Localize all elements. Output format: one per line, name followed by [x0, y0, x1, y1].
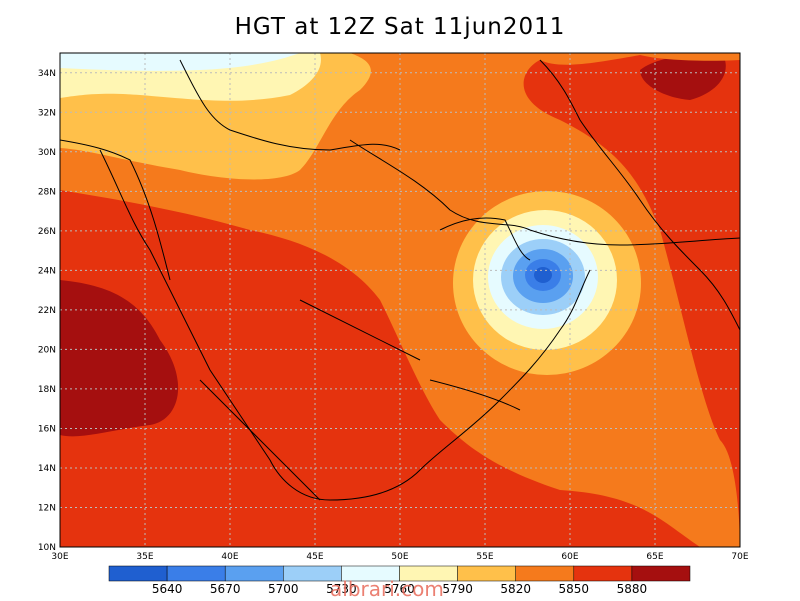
map-title: HGT at 12Z Sat 11jun2011	[234, 14, 566, 40]
colorbar-label: 5670	[210, 582, 241, 596]
lon-tick-label: 70E	[731, 552, 748, 562]
lat-tick-label: 24N	[38, 266, 56, 276]
plot-frame	[59, 52, 741, 548]
lat-tick-label: 12N	[38, 503, 56, 513]
colorbar-swatch	[224, 565, 284, 582]
contour-5880-west	[60, 280, 179, 437]
lon-tick-label: 50E	[391, 552, 408, 562]
lat-tick-label: 26N	[38, 227, 56, 237]
saudi-border	[299, 299, 421, 361]
lat-tick-label: 30N	[38, 148, 56, 158]
contour-5880-east	[640, 55, 726, 100]
watermark: albrari.com	[330, 577, 444, 601]
colorbar-label: 5850	[559, 582, 590, 596]
contour-5730-north	[60, 53, 300, 71]
gulf-coast	[439, 217, 531, 261]
colorbar-label: 5880	[617, 582, 648, 596]
lat-tick-label: 14N	[38, 464, 56, 474]
colorbar-label: 5790	[442, 582, 473, 596]
yemen-border	[429, 379, 521, 411]
colorbar-label: 5640	[152, 582, 183, 596]
coastlines	[60, 59, 740, 501]
lat-tick-label: 18N	[38, 385, 56, 395]
iran-coast	[349, 139, 740, 246]
arabian-coast-west	[99, 149, 591, 501]
egypt-coast	[60, 139, 171, 281]
colorbar-swatch	[457, 565, 516, 582]
colorbar-swatch	[515, 565, 575, 582]
colorbar-label: 5730	[326, 582, 357, 596]
latitude-ticks: 10N 12N 14N 16N 18N 20N 22N 24N 26N 28N 30N 32N 34N	[38, 69, 56, 553]
contour-low-core	[534, 267, 552, 283]
gridlines	[60, 53, 740, 547]
lon-tick-label: 65E	[646, 552, 663, 562]
lon-tick-label: 55E	[476, 552, 493, 562]
pakistan-border	[539, 59, 740, 331]
lat-tick-label: 32N	[38, 108, 56, 118]
lon-tick-label: 30E	[51, 552, 68, 562]
lon-tick-label: 35E	[136, 552, 153, 562]
lat-tick-label: 34N	[38, 69, 56, 79]
lon-tick-label: 40E	[221, 552, 238, 562]
lat-tick-label: 16N	[38, 424, 56, 434]
colorbar-label: 5760	[384, 582, 415, 596]
colorbar-swatch	[631, 565, 691, 582]
lat-tick-label: 28N	[38, 187, 56, 197]
lon-tick-label: 45E	[306, 552, 323, 562]
colorbar-label: 5700	[268, 582, 299, 596]
colorbar-swatch	[573, 565, 633, 582]
colorbar-swatch	[166, 565, 226, 582]
red-sea-coast	[199, 379, 321, 501]
colorbar-label: 5820	[500, 582, 531, 596]
longitude-ticks: 30E 35E 40E 45E 50E 55E 60E 65E 70E	[51, 552, 748, 562]
lat-tick-label: 10N	[38, 543, 56, 553]
lat-tick-label: 20N	[38, 345, 56, 355]
levant-border	[179, 59, 401, 151]
colorbar-swatch	[108, 565, 168, 582]
lon-tick-label: 60E	[561, 552, 578, 562]
colorbar: 5640 5670 5700 5730 5760 5790 5820 5850 5880	[108, 565, 691, 596]
lat-tick-label: 22N	[38, 306, 56, 316]
